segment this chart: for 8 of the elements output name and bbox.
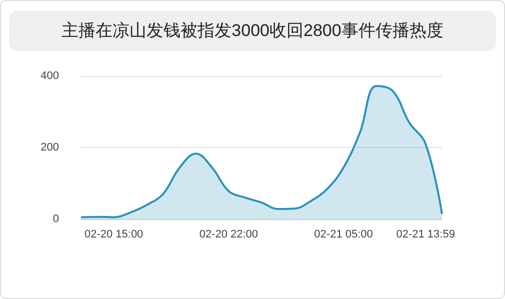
y-tick-label: 400 <box>40 70 59 82</box>
y-tick-label: 200 <box>40 142 59 154</box>
x-tick-label: 02-20 22:00 <box>199 228 258 240</box>
x-tick-label: 02-21 05:00 <box>314 228 373 240</box>
y-tick-label: 0 <box>52 213 59 225</box>
x-tick-label: 02-21 13:59 <box>396 228 455 240</box>
chart-title: 主播在凉山发钱被指发3000收回2800事件传播热度 <box>9 11 496 51</box>
x-tick-label: 02-20 15:00 <box>84 228 144 240</box>
